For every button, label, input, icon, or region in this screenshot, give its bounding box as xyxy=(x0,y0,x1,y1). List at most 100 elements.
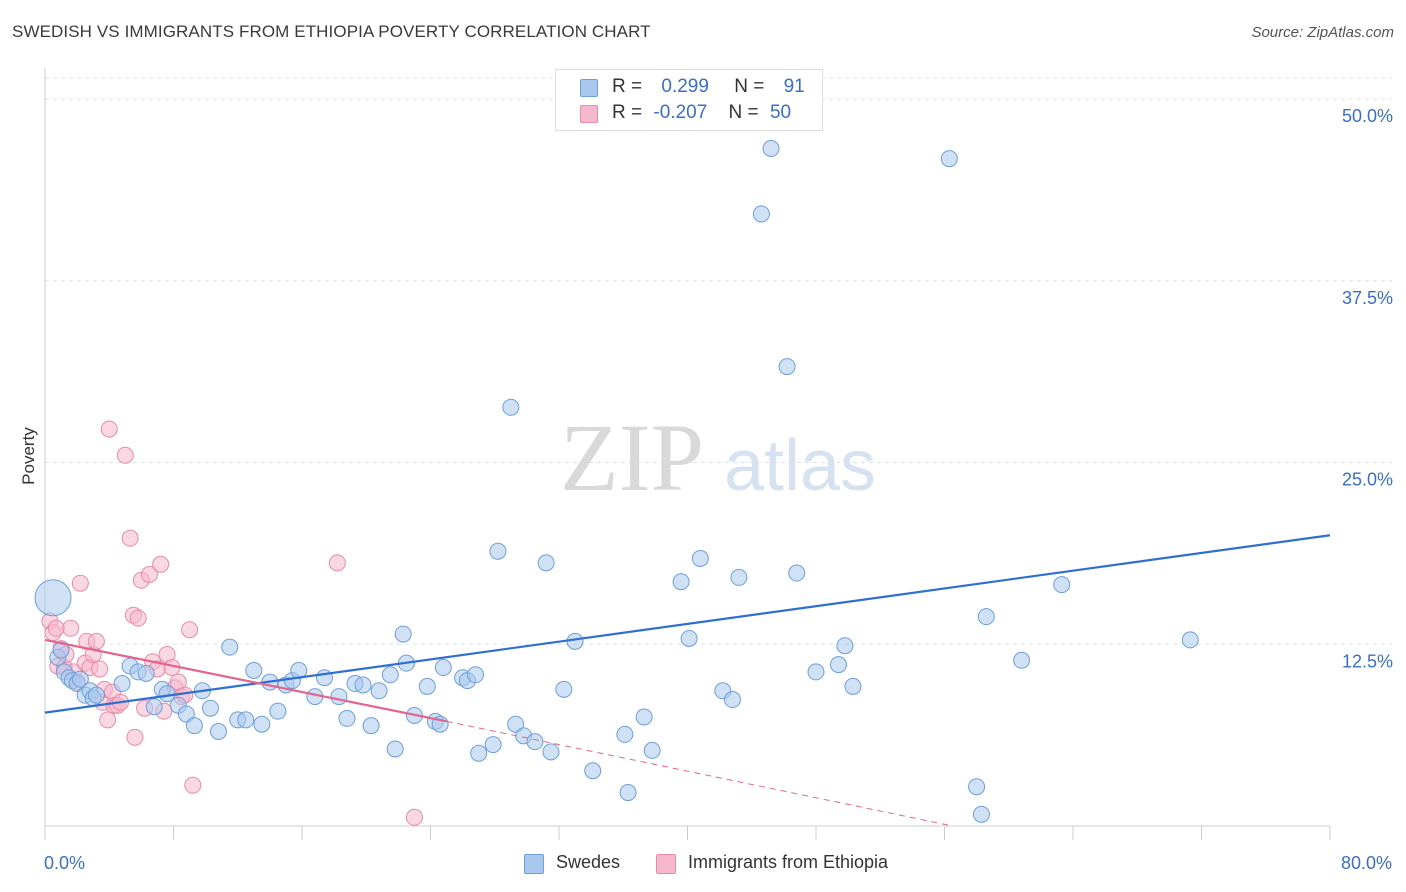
y-tick-label: 50.0% xyxy=(1342,106,1393,126)
swedes-point xyxy=(635,708,653,726)
swedes-point xyxy=(730,568,748,586)
y-tick-label: 12.5% xyxy=(1342,651,1393,671)
swedes-point xyxy=(752,205,770,223)
swedes-point xyxy=(778,358,796,376)
swedes-point xyxy=(253,715,271,733)
ethiopia-point xyxy=(47,619,65,637)
r-value: 0.299 xyxy=(661,76,709,97)
ethiopia-point xyxy=(62,619,80,637)
swedes-point xyxy=(201,699,219,717)
legend-swatch-ethiopia xyxy=(580,105,598,123)
ethiopia-point xyxy=(87,632,105,650)
swedes-point xyxy=(489,542,507,560)
swedes-point xyxy=(470,744,488,762)
swedes-point xyxy=(691,549,709,567)
swedes-point xyxy=(1053,576,1071,594)
legend-label-ethiopia: Immigrants from Ethiopia xyxy=(688,852,889,872)
ethiopia-point xyxy=(184,776,202,794)
swedes-point xyxy=(807,663,825,681)
x-tick-label-min: 0.0% xyxy=(44,853,86,873)
swedes-point xyxy=(71,670,89,688)
swedes-point xyxy=(502,398,520,416)
y-axis-label: Poverty xyxy=(19,427,38,485)
swedes-point xyxy=(616,725,634,743)
y-tick-label: 25.0% xyxy=(1342,470,1393,490)
swedes-point xyxy=(723,691,741,709)
swedes-point xyxy=(940,150,958,168)
swedes-point xyxy=(1013,651,1031,669)
swedes-point xyxy=(34,579,72,617)
ethiopia-trend-line xyxy=(44,638,447,723)
swedes-point xyxy=(584,762,602,780)
ethiopia-point xyxy=(71,574,89,592)
ethiopia-point xyxy=(129,609,147,627)
n-value: 91 xyxy=(783,76,805,97)
ethiopia-point xyxy=(152,555,170,573)
ethiopia-trend-extension xyxy=(446,720,953,827)
r-label: R = xyxy=(612,76,643,97)
y-tick-label: 37.5% xyxy=(1342,288,1393,308)
swedes-point xyxy=(381,666,399,684)
source-credit: Source: ZipAtlas.com xyxy=(1251,24,1394,41)
swedes-point xyxy=(507,715,525,733)
x-tick-label-max: 80.0% xyxy=(1340,853,1392,873)
swedes-point xyxy=(245,661,263,679)
ethiopia-point xyxy=(126,728,144,746)
swedes-point xyxy=(844,677,862,695)
swedes-point xyxy=(977,608,995,626)
swedes-point xyxy=(185,717,203,735)
ethiopia-points xyxy=(41,420,423,826)
swedes-point xyxy=(145,698,163,716)
swedes-point xyxy=(434,659,452,677)
swedes-point xyxy=(680,629,698,647)
swedes-point xyxy=(619,784,637,802)
ethiopia-point xyxy=(121,529,139,547)
swedes-points xyxy=(34,140,1199,823)
swedes-point xyxy=(1181,631,1199,649)
watermark: ZIP atlas xyxy=(560,404,876,511)
legend-label-swedes: Swedes xyxy=(556,852,621,872)
legend-swatch-ethiopia xyxy=(656,854,676,874)
swedes-point xyxy=(221,638,239,656)
swedes-point xyxy=(643,741,661,759)
swedes-point xyxy=(209,723,227,740)
n-label: N = xyxy=(728,102,759,123)
ethiopia-point xyxy=(328,554,346,572)
correlation-legend: R = 0.299 N = 91 R = -0.207 N = 50 xyxy=(555,69,823,131)
watermark-zip: ZIP xyxy=(560,404,704,511)
ethiopia-point xyxy=(405,808,423,826)
ethiopia-point xyxy=(99,711,117,729)
ethiopia-point xyxy=(91,660,109,678)
ethiopia-point xyxy=(116,446,134,464)
series-legend: Swedes Immigrants from Ethiopia xyxy=(0,852,1406,878)
swedes-point xyxy=(394,625,412,643)
swedes-point xyxy=(338,709,356,727)
swedes-point xyxy=(466,666,484,684)
chart-title: SWEDISH VS IMMIGRANTS FROM ETHIOPIA POVE… xyxy=(12,22,651,41)
swedes-point xyxy=(113,675,131,693)
swedes-point xyxy=(829,656,847,674)
swedes-point xyxy=(177,705,195,723)
swedes-point xyxy=(418,677,436,695)
swedes-point xyxy=(672,573,690,591)
swedes-point xyxy=(542,743,560,761)
swedes-point xyxy=(370,682,388,700)
swedes-point xyxy=(537,554,555,572)
ethiopia-point xyxy=(140,565,158,583)
r-value: -0.207 xyxy=(653,102,708,123)
gridlines xyxy=(45,77,1392,645)
watermark-atlas: atlas xyxy=(724,426,876,506)
swedes-point xyxy=(788,564,806,582)
swedes-point xyxy=(269,702,287,720)
ethiopia-point xyxy=(181,621,199,639)
swedes-point xyxy=(87,686,105,704)
swedes-point xyxy=(484,736,502,754)
axes xyxy=(44,68,1331,840)
r-label: R = xyxy=(612,102,643,123)
swedes-point xyxy=(836,637,854,655)
swedes-point xyxy=(386,740,404,758)
legend-swatch-swedes xyxy=(580,79,598,97)
swedes-point xyxy=(968,778,986,796)
swedes-point xyxy=(362,717,380,735)
